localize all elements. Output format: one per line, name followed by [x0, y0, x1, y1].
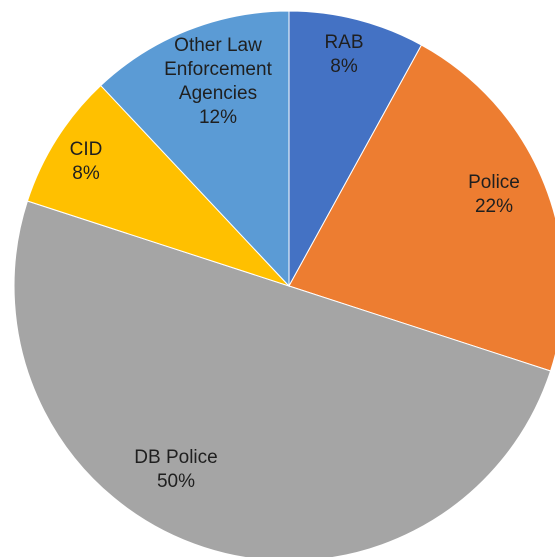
pie-slice-rab — [288, 10, 423, 287]
data-label-line: CID — [70, 139, 103, 160]
data-label-line: Enforcement — [164, 59, 272, 80]
data-label-rab: RAB 8% — [324, 32, 363, 77]
data-label-line: 8% — [330, 56, 358, 77]
data-label-line: Agencies — [179, 83, 257, 104]
data-label-line: Other Law — [174, 35, 262, 56]
data-label-line: RAB — [324, 32, 363, 53]
data-label-cid: CID 8% — [70, 139, 103, 184]
pie-slice-cid — [26, 84, 290, 287]
pie-slice-db-police — [13, 200, 552, 557]
data-label-other-law-enforcement-agencies: Other Law Enforcement Agencies 12% — [164, 35, 272, 128]
data-label-line: Police — [468, 172, 520, 193]
pie-labels: RAB 8% Police 22% DB Police 50% CID 8% Other Law… — [70, 32, 520, 492]
data-label-line: 8% — [72, 163, 100, 184]
data-label-line: 50% — [157, 471, 195, 492]
data-label-line: DB Police — [134, 447, 217, 468]
data-label-db-police: DB Police 50% — [134, 447, 217, 492]
data-label-line: 12% — [199, 107, 237, 128]
pie-slices — [13, 10, 555, 557]
pie-slice-police — [288, 44, 555, 372]
data-label-police: Police 22% — [468, 172, 520, 217]
pie-slice-other-law-enforcement-agencies — [100, 10, 290, 288]
data-label-line: 22% — [475, 196, 513, 217]
